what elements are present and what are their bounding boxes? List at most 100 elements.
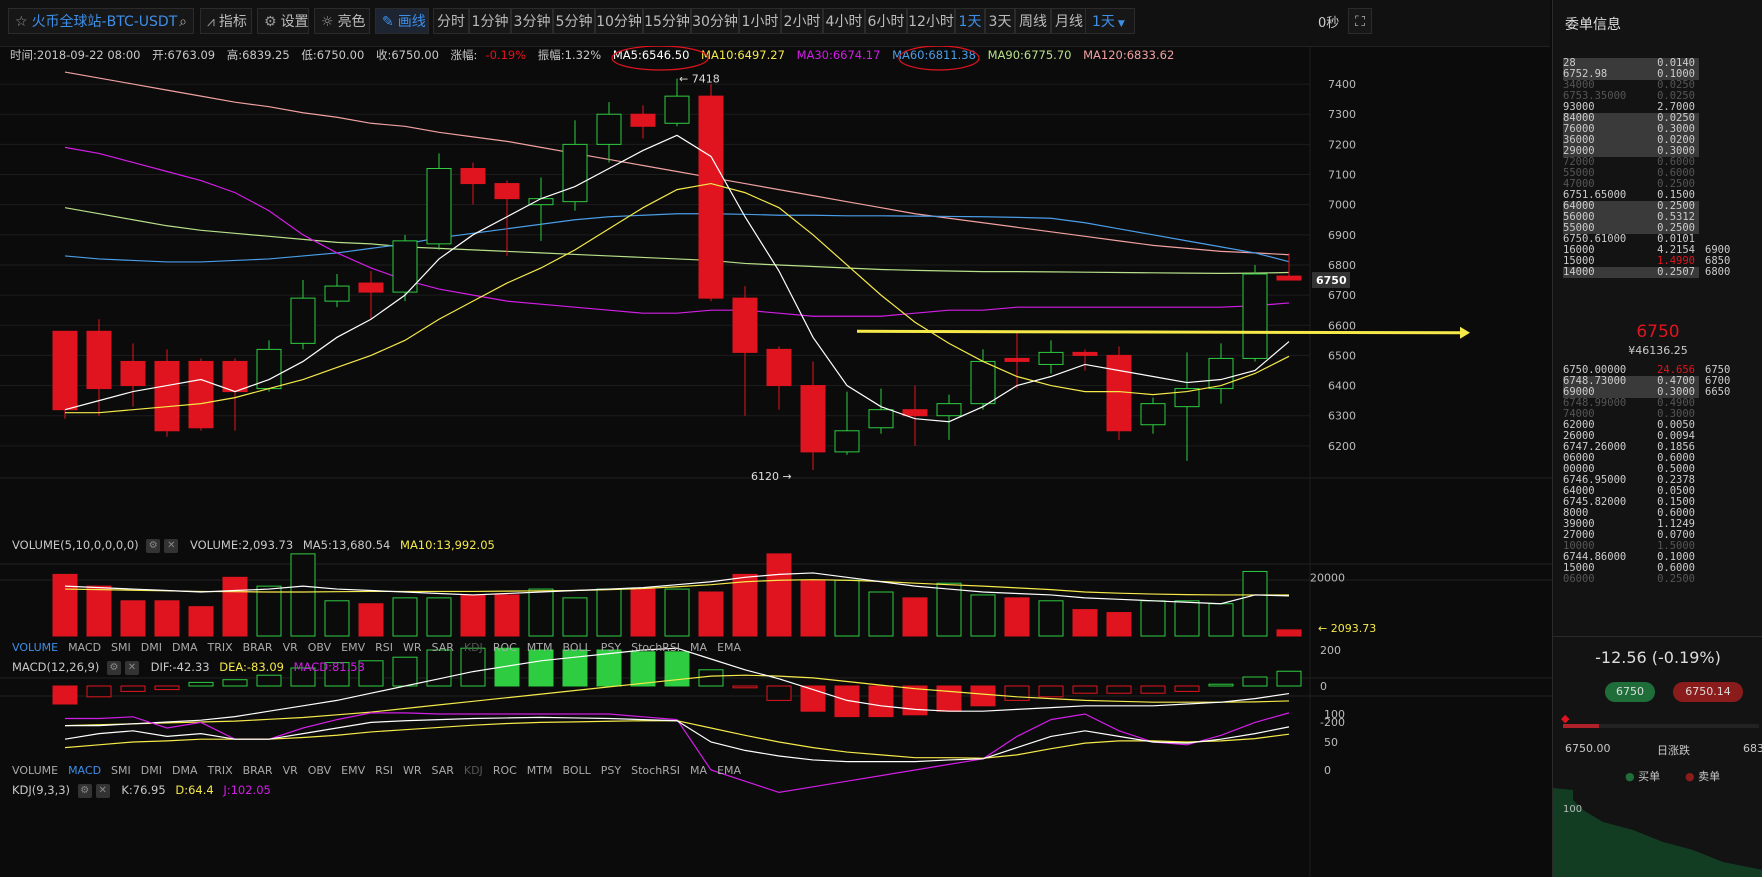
orderbook-row[interactable]: 6746.95000 0.2378 (1563, 475, 1761, 486)
indicator-tab-mtm[interactable]: MTM (526, 764, 553, 777)
indicator-tab-stochrsi[interactable]: StochRSI (631, 641, 681, 654)
indicator-tab-dmi[interactable]: DMI (140, 641, 162, 654)
timeframe-3[interactable]: 5分钟 (553, 8, 595, 34)
buy-price-button[interactable]: 6750 (1605, 682, 1655, 702)
orderbook-row[interactable]: 06000 0.6000 (1563, 453, 1761, 464)
indicator-tab-ma[interactable]: MA (690, 641, 708, 654)
indicator-tab-macd[interactable]: MACD (68, 764, 102, 777)
timeframe-dropdown[interactable]: 1天 ▼ (1085, 8, 1135, 34)
gear-icon[interactable]: ⚙ (107, 660, 121, 675)
orderbook-row[interactable]: 64000 0.2500 (1563, 201, 1761, 212)
orderbook-row[interactable]: 36000 0.0200 (1563, 135, 1761, 146)
indicator-tab-brar[interactable]: BRAR (242, 764, 273, 777)
orderbook-row[interactable]: 39000 1.1249 (1563, 519, 1761, 530)
orderbook-row[interactable]: 15000 0.6000 (1563, 563, 1761, 574)
orderbook-row[interactable]: 34000 0.0250 (1563, 80, 1761, 91)
timeframe-0[interactable]: 分时 (433, 8, 469, 34)
indicator-tab-wr[interactable]: WR (402, 641, 422, 654)
indicator-tab-trix[interactable]: TRIX (207, 641, 233, 654)
orderbook-row[interactable]: 6753.35000 0.0250 (1563, 91, 1761, 102)
timeframe-11[interactable]: 12小时 (907, 8, 955, 34)
indicator-tab-kdj[interactable]: KDJ (463, 641, 483, 654)
indicator-tab-smi[interactable]: SMI (111, 764, 131, 777)
indicator-tab-macd[interactable]: MACD (68, 641, 102, 654)
indicator-tab-boll[interactable]: BOLL (562, 641, 591, 654)
timeframe-12[interactable]: 1天 (955, 8, 985, 34)
orderbook-row[interactable]: 93000 2.7000 (1563, 102, 1761, 113)
indicator-tab-roc[interactable]: ROC (492, 641, 517, 654)
indicator-tab-brar[interactable]: BRAR (242, 641, 273, 654)
fullscreen-icon[interactable]: ⛶ (1348, 8, 1372, 34)
orderbook-row[interactable]: 55000 0.6000 (1563, 168, 1761, 179)
indicator-tab-emv[interactable]: EMV (341, 764, 366, 777)
indicator-tab-sar[interactable]: SAR (431, 641, 454, 654)
orderbook-row[interactable]: 6747.26000 0.1856 (1563, 442, 1761, 453)
orderbook-row[interactable]: 10000 1.5000 (1563, 541, 1761, 552)
orderbook-row[interactable]: 74000 0.3000 (1563, 409, 1761, 420)
sell-price-button[interactable]: 6750.14 (1673, 682, 1743, 702)
indicator-tab-dmi[interactable]: DMI (140, 764, 162, 777)
timeframe-8[interactable]: 2小时 (781, 8, 823, 34)
indicator-tab-ema[interactable]: EMA (717, 764, 742, 777)
timeframe-7[interactable]: 1小时 (739, 8, 781, 34)
orderbook-row[interactable]: 29000 0.3000 (1563, 146, 1761, 157)
orderbook-row[interactable]: 64000 0.0500 (1563, 486, 1761, 497)
indicator-tab-ema[interactable]: EMA (717, 641, 742, 654)
indicator-tab-psy[interactable]: PSY (600, 641, 622, 654)
orderbook-row[interactable]: 69000 0.3000 6650 (1563, 387, 1761, 398)
candlestick-chart[interactable]: 6200 6300 6400 6500 6600 6700 6800 6900 7000 7100… (0, 46, 1552, 877)
timeframe-6[interactable]: 30分钟 (691, 8, 739, 34)
orderbook-row[interactable]: 15000 1.4990 6850 (1563, 256, 1761, 267)
indicator-tab-sar[interactable]: SAR (431, 764, 454, 777)
orderbook-row[interactable]: 6745.82000 0.1500 (1563, 497, 1761, 508)
indicator-tab-kdj[interactable]: KDJ (463, 764, 483, 777)
timeframe-13[interactable]: 3天 (985, 8, 1015, 34)
indicator-tab-wr[interactable]: WR (402, 764, 422, 777)
indicator-tab-obv[interactable]: OBV (307, 641, 332, 654)
gear-icon[interactable]: ⚙ (146, 538, 161, 553)
orderbook-row[interactable]: 6748.99000 0.4900 (1563, 398, 1761, 409)
indicator-tab-emv[interactable]: EMV (341, 641, 366, 654)
orderbook-row[interactable]: 84000 0.0250 (1563, 113, 1761, 124)
indicator-tab-dma[interactable]: DMA (171, 764, 198, 777)
theme-button[interactable]: ☼ 亮色 (314, 8, 370, 34)
orderbook-row[interactable]: 76000 0.3000 (1563, 124, 1761, 135)
indicator-tab-volume[interactable]: VOLUME (12, 641, 59, 654)
orderbook-row[interactable]: 28 0.0140 (1563, 58, 1761, 69)
orderbook-row[interactable]: 47000 0.2500 (1563, 179, 1761, 190)
orderbook-row[interactable]: 62000 0.0050 (1563, 420, 1761, 431)
indicator-tab-mtm[interactable]: MTM (526, 641, 553, 654)
indicator-tab-vr[interactable]: VR (282, 764, 298, 777)
star-icon[interactable]: ☆ (15, 14, 28, 30)
orderbook-row[interactable]: 16000 4.2154 6900 (1563, 245, 1761, 256)
orderbook-row[interactable]: 6750.00000 24.656 6750 (1563, 365, 1761, 376)
orderbook-row[interactable]: 6744.86000 0.1000 (1563, 552, 1761, 563)
timeframe-10[interactable]: 6小时 (865, 8, 907, 34)
draw-button[interactable]: ✎ 画线 (375, 8, 429, 34)
timeframe-5[interactable]: 15分钟 (643, 8, 691, 34)
gear-icon[interactable]: ⚙ (77, 783, 92, 798)
orderbook-row[interactable]: 72000 0.6000 (1563, 157, 1761, 168)
timeframe-4[interactable]: 10分钟 (595, 8, 643, 34)
indicator-tab-obv[interactable]: OBV (307, 764, 332, 777)
settings-button[interactable]: ⚙ 设置 (257, 8, 309, 34)
orderbook-row[interactable]: 6751.65000 0.1500 (1563, 190, 1761, 201)
orderbook-row[interactable]: 00000 0.5000 (1563, 464, 1761, 475)
timeframe-1[interactable]: 1分钟 (469, 8, 511, 34)
orderbook-row[interactable]: 55000 0.2500 (1563, 223, 1761, 234)
indicator-tab-roc[interactable]: ROC (492, 764, 517, 777)
orderbook-row[interactable]: 6752.98 0.1000 (1563, 69, 1761, 80)
orderbook-row[interactable]: 8000 0.6000 (1563, 508, 1761, 519)
indicator-tab-vr[interactable]: VR (282, 641, 298, 654)
indicator-tab-trix[interactable]: TRIX (207, 764, 233, 777)
indicator-tab-rsi[interactable]: RSI (375, 641, 393, 654)
close-icon[interactable]: ✕ (125, 660, 139, 675)
indicator-tab-ma[interactable]: MA (690, 764, 708, 777)
orderbook-row[interactable]: 6748.73000 0.4700 6700 (1563, 376, 1761, 387)
orderbook-row[interactable]: 6750.61000 0.0101 (1563, 234, 1761, 245)
orderbook-row[interactable]: 26000 0.0094 (1563, 431, 1761, 442)
indicator-tab-psy[interactable]: PSY (600, 764, 622, 777)
orderbook-row[interactable]: 14000 0.2507 6800 (1563, 267, 1761, 278)
orderbook-row[interactable]: 27000 0.0700 (1563, 530, 1761, 541)
orderbook-row[interactable]: 56000 0.5312 (1563, 212, 1761, 223)
